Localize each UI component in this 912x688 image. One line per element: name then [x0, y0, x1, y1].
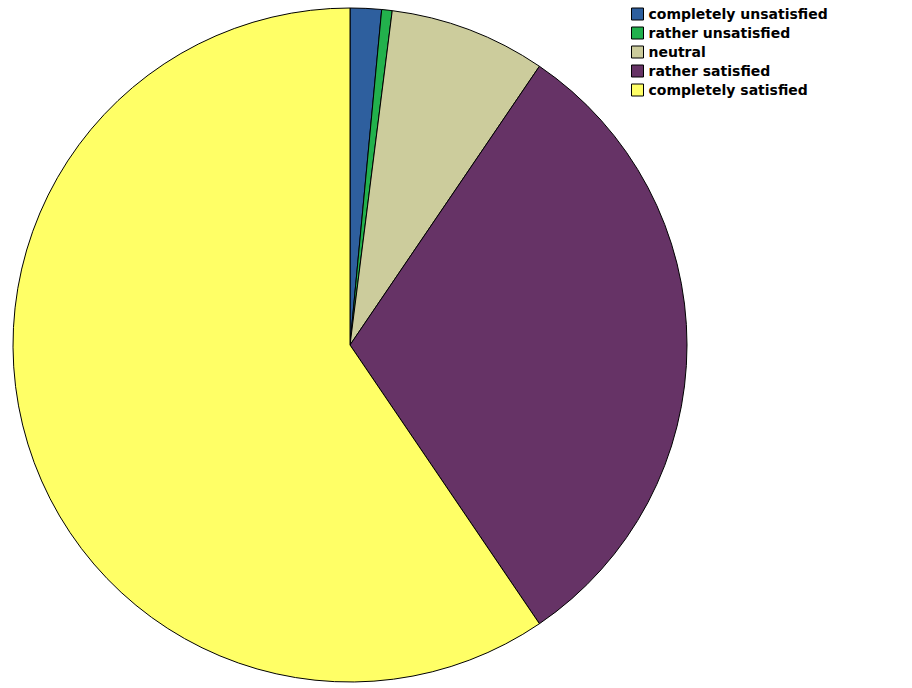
svg-text:completely unsatisfied: completely unsatisfied — [649, 6, 828, 22]
svg-text:neutral: neutral — [649, 44, 706, 60]
svg-text:completely satisfied: completely satisfied — [649, 82, 808, 98]
svg-text:rather unsatisfied: rather unsatisfied — [649, 25, 791, 41]
svg-text:rather satisfied: rather satisfied — [649, 63, 771, 79]
